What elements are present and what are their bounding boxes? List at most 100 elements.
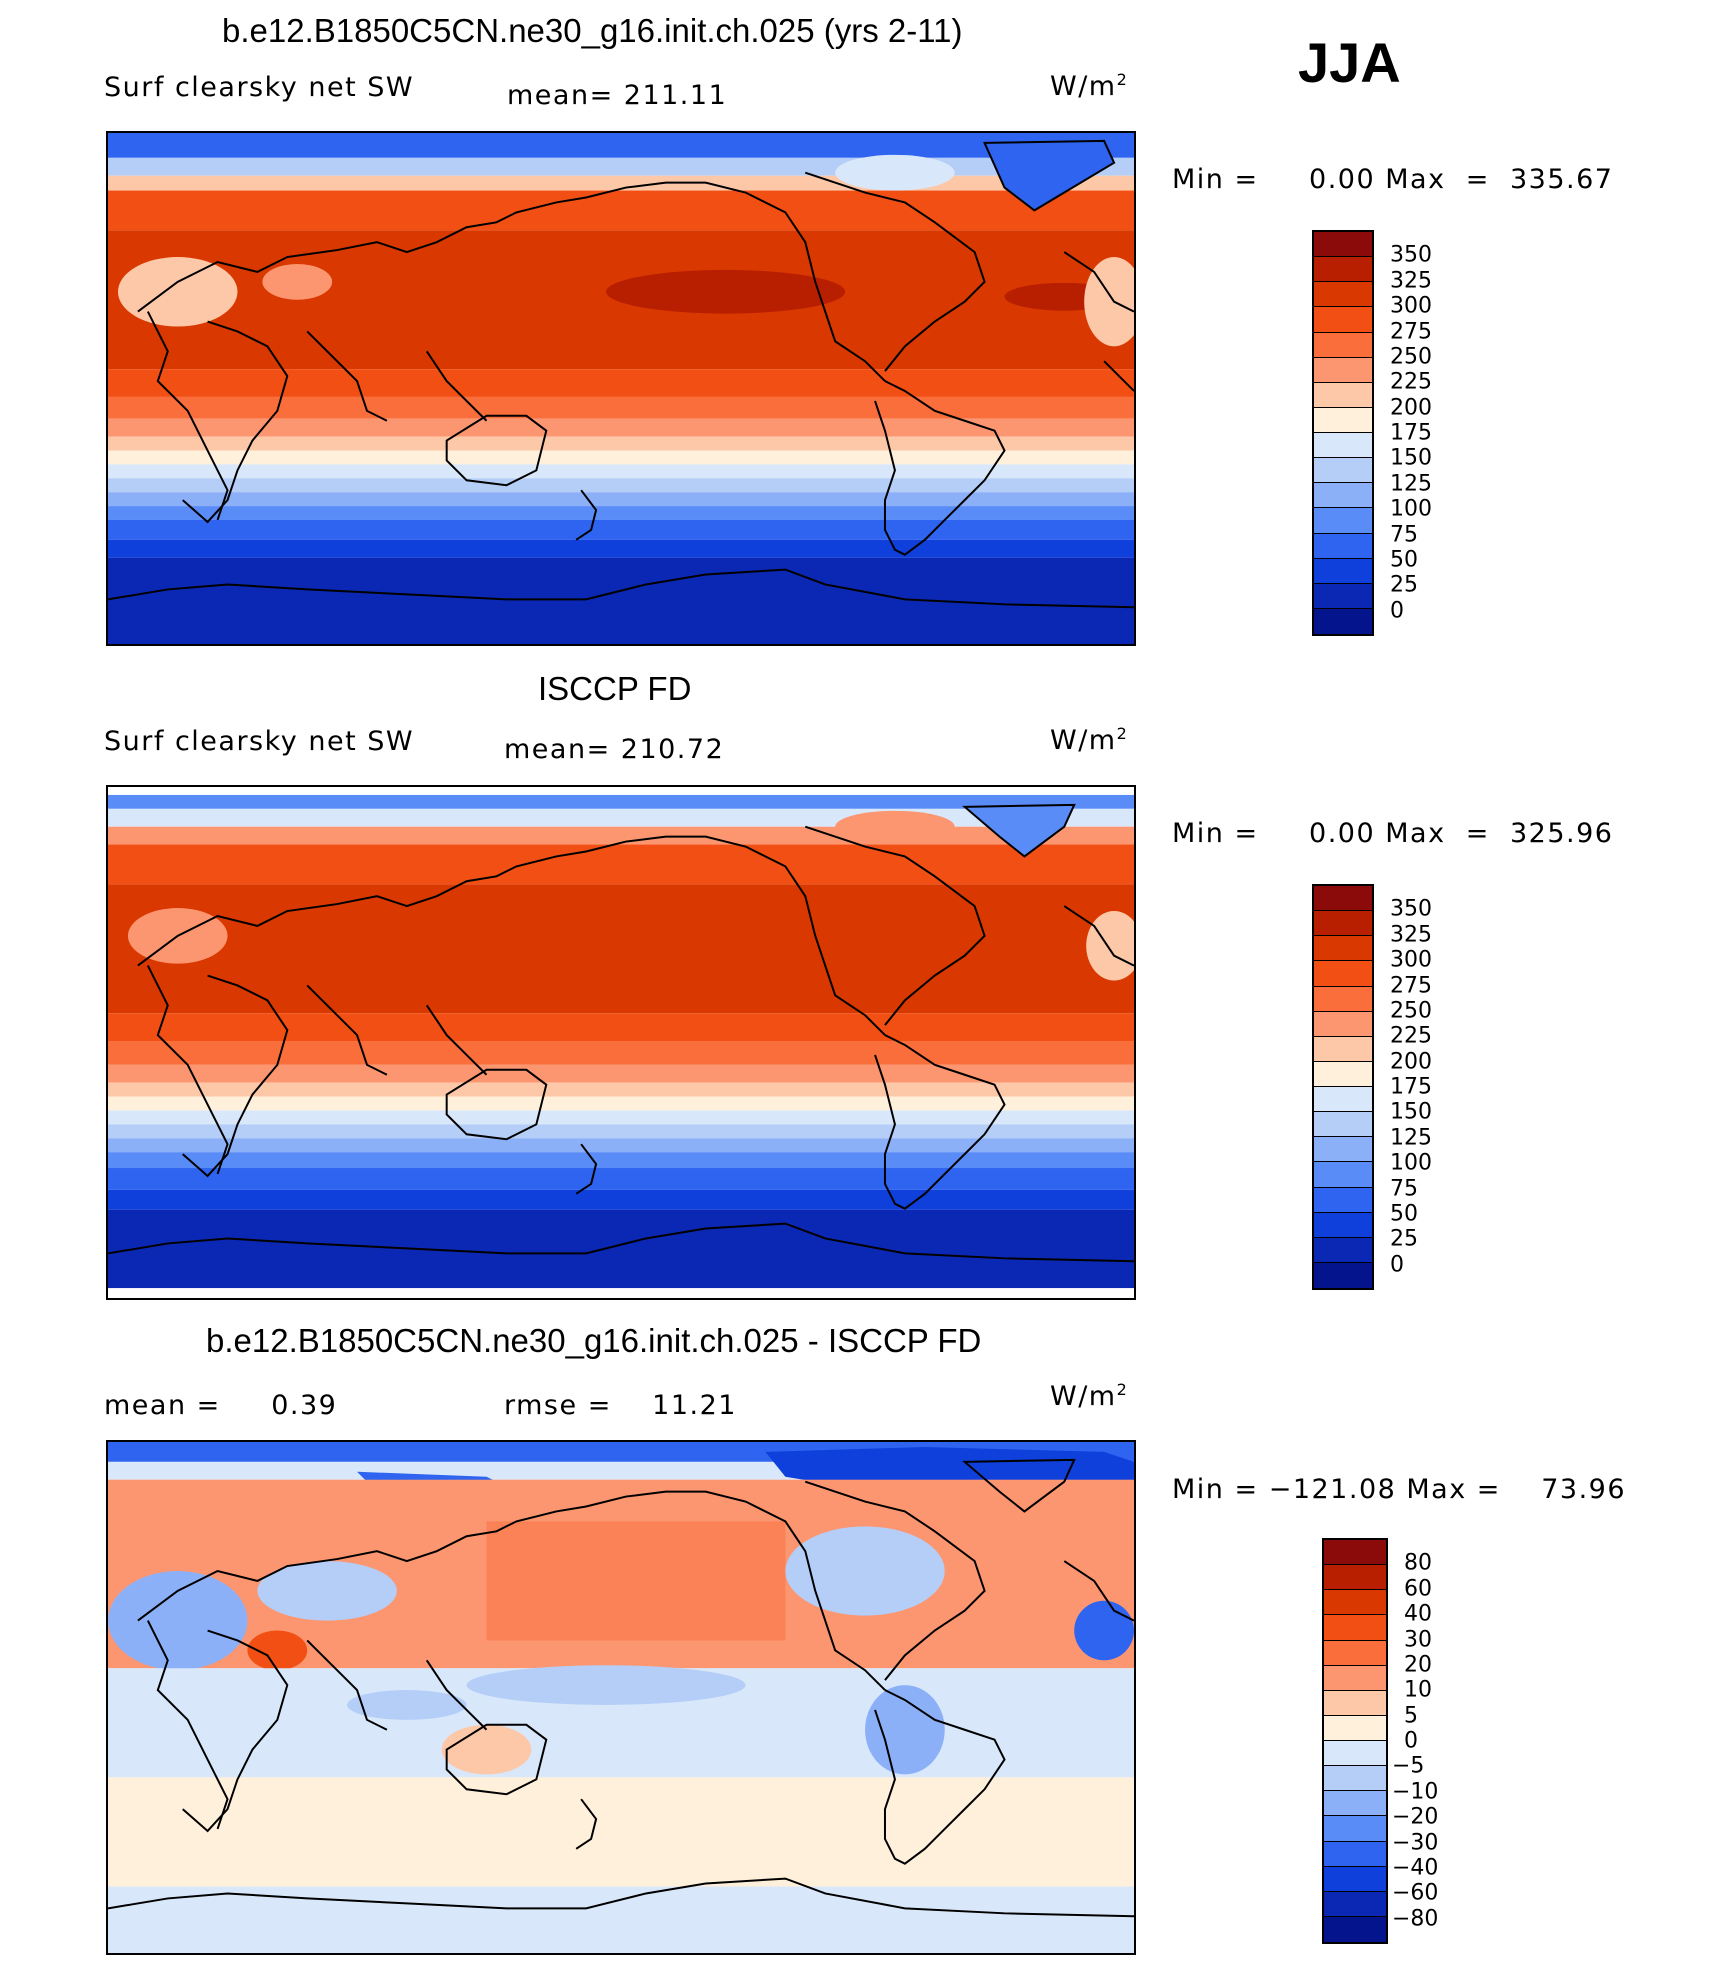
colorbar-tick-label: 300 <box>1390 293 1432 319</box>
colorbar-segment <box>1324 1916 1386 1942</box>
panel2-variable-label: Surf clearsky net SW <box>104 726 415 757</box>
colorbar-tick-label: 200 <box>1390 1049 1432 1075</box>
colorbar-tick-label: 350 <box>1390 242 1432 268</box>
colorbar-tick-label: 350 <box>1390 896 1432 922</box>
colorbar-tick-label: −30 <box>1392 1830 1439 1855</box>
colorbar-tick-label: −10 <box>1392 1779 1439 1805</box>
colorbar-tick-label: −80 <box>1392 1906 1439 1932</box>
colorbar-segment <box>1314 1137 1372 1163</box>
colorbar-segment <box>1324 1741 1386 1767</box>
panel1-title: b.e12.B1850C5CN.ne30_g16.init.ch.025 (yr… <box>222 12 963 49</box>
colorbar-segment <box>1314 936 1372 962</box>
colorbar-tick-label: 0 <box>1390 1252 1404 1278</box>
colorbar-tick-label: 20 <box>1404 1652 1432 1678</box>
panel2-units: W/m2 <box>1050 724 1129 756</box>
colorbar-segment <box>1314 583 1372 609</box>
colorbar-tick-label: 10 <box>1404 1677 1432 1703</box>
colorbar-segment <box>1324 1590 1386 1616</box>
colorbar-tick-label: −20 <box>1392 1804 1439 1830</box>
panel3-minmax: Min = −121.08 Max = 73.96 <box>1172 1474 1627 1505</box>
colorbar-tick-label: −5 <box>1392 1753 1425 1779</box>
panel1-colorbar-labels: 350 325 300 275 250 225 200 175 150 125 … <box>1390 230 1470 636</box>
colorbar-tick-label: 40 <box>1404 1601 1432 1627</box>
colorbar-segment <box>1324 1615 1386 1641</box>
colorbar-segment <box>1314 1162 1372 1188</box>
colorbar-segment <box>1314 332 1372 358</box>
colorbar-tick-label: 325 <box>1390 922 1432 948</box>
colorbar-tick-label: 5 <box>1404 1703 1418 1729</box>
colorbar-segment <box>1314 282 1372 308</box>
colorbar-segment <box>1314 433 1372 459</box>
panel3-mean-label: mean = 0.39 <box>104 1390 338 1421</box>
colorbar-tick-label: 100 <box>1390 496 1432 522</box>
colorbar-segment <box>1314 1011 1372 1037</box>
colorbar-segment <box>1314 357 1372 383</box>
colorbar-tick-label: 75 <box>1390 522 1418 547</box>
colorbar-segment <box>1324 1640 1386 1666</box>
panel2-colorbar-labels: 350 325 300 275 250 225 200 175 150 125 … <box>1390 884 1470 1290</box>
colorbar-segment <box>1314 483 1372 509</box>
colorbar-segment <box>1314 232 1372 258</box>
colorbar-segment <box>1314 886 1372 912</box>
colorbar-segment <box>1314 608 1372 634</box>
colorbar-tick-label: 75 <box>1390 1176 1418 1201</box>
colorbar-tick-label: 175 <box>1390 420 1432 446</box>
colorbar-segment <box>1324 1866 1386 1892</box>
panel3-colorbar-labels: 80 60 40 30 20 10 5 0 −5 −10 −20 −30 −40… <box>1392 1538 1494 1944</box>
colorbar-tick-label: 125 <box>1390 471 1432 497</box>
colorbar-segment <box>1324 1665 1386 1691</box>
colorbar-segment <box>1314 1262 1372 1288</box>
colorbar-segment <box>1314 407 1372 433</box>
colorbar-segment <box>1314 307 1372 333</box>
colorbar-tick-label: 175 <box>1390 1074 1432 1100</box>
panel1-units: W/m2 <box>1050 70 1129 102</box>
colorbar-segment <box>1314 1112 1372 1138</box>
colorbar-tick-label: −60 <box>1392 1880 1439 1906</box>
colorbar-tick-label: 100 <box>1390 1150 1432 1176</box>
colorbar-segment <box>1314 1187 1372 1213</box>
colorbar-segment <box>1324 1816 1386 1842</box>
panel2-colorbar <box>1312 884 1374 1290</box>
colorbar-tick-label: 150 <box>1390 445 1432 471</box>
panel2-map <box>106 785 1136 1300</box>
colorbar-segment <box>1314 257 1372 283</box>
colorbar-tick-label: 30 <box>1404 1627 1432 1652</box>
panel1-minmax: Min = 0.00 Max = 335.67 <box>1172 164 1614 195</box>
colorbar-segment <box>1314 1237 1372 1263</box>
colorbar-segment <box>1324 1766 1386 1792</box>
colorbar-tick-label: 150 <box>1390 1099 1432 1125</box>
colorbar-tick-label: 225 <box>1390 369 1432 395</box>
colorbar-segment <box>1314 986 1372 1012</box>
panel1-mean-label: mean= 211.11 <box>507 80 728 111</box>
colorbar-tick-label: 200 <box>1390 395 1432 421</box>
colorbar-tick-label: 325 <box>1390 268 1432 294</box>
colorbar-segment <box>1314 458 1372 484</box>
colorbar-segment <box>1324 1791 1386 1817</box>
colorbar-tick-label: 225 <box>1390 1023 1432 1049</box>
colorbar-tick-label: 0 <box>1404 1728 1418 1754</box>
panel3-units: W/m2 <box>1050 1380 1129 1412</box>
panel3-title: b.e12.B1850C5CN.ne30_g16.init.ch.025 - I… <box>206 1322 982 1359</box>
colorbar-segment <box>1324 1715 1386 1741</box>
panel1-variable-label: Surf clearsky net SW <box>104 72 415 103</box>
colorbar-segment <box>1314 961 1372 987</box>
colorbar-tick-label: 250 <box>1390 344 1432 370</box>
colorbar-segment <box>1314 1061 1372 1087</box>
colorbar-tick-label: 50 <box>1390 547 1418 573</box>
colorbar-segment <box>1314 1036 1372 1062</box>
colorbar-tick-label: 80 <box>1404 1550 1432 1576</box>
colorbar-segment <box>1314 558 1372 584</box>
colorbar-segment <box>1324 1841 1386 1867</box>
panel1-colorbar <box>1312 230 1374 636</box>
season-label: JJA <box>1298 31 1401 94</box>
panel2-mean-label: mean= 210.72 <box>504 734 725 765</box>
colorbar-tick-label: 25 <box>1390 572 1418 598</box>
colorbar-tick-label: 250 <box>1390 998 1432 1024</box>
colorbar-segment <box>1314 1087 1372 1113</box>
colorbar-segment <box>1324 1540 1386 1566</box>
colorbar-tick-label: 60 <box>1404 1576 1432 1602</box>
colorbar-tick-label: 0 <box>1390 598 1404 624</box>
colorbar-tick-label: 25 <box>1390 1226 1418 1252</box>
colorbar-segment <box>1314 508 1372 534</box>
colorbar-segment <box>1324 1891 1386 1917</box>
